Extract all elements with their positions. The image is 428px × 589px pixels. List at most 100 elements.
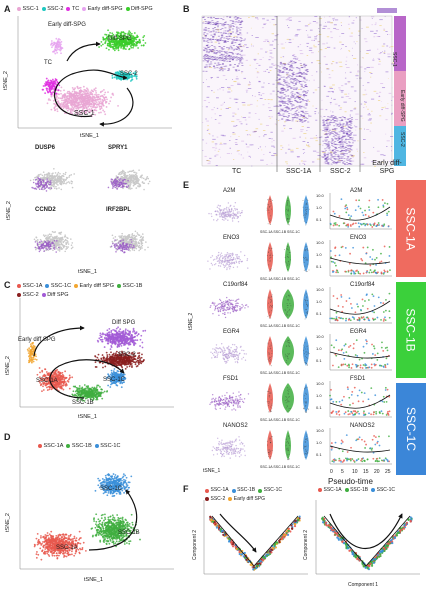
gene-pseudotime-plot — [329, 428, 392, 465]
legend-label: SSC-1B — [122, 283, 143, 289]
gene-pseudotime-plot — [329, 381, 392, 418]
panel-c-tsne-plot — [19, 298, 174, 408]
legend-item: SSC-1A — [205, 487, 229, 494]
legend-swatch — [205, 497, 209, 501]
panel-d-tsne-plot — [19, 450, 174, 570]
gene-label-feature: C19orf84 — [223, 282, 248, 288]
legend-item: Diff SPG — [41, 291, 69, 299]
panel-d-legend: SSC-1A SSC-1B SSC-1C — [38, 443, 123, 450]
gene-title-dusp6: DUSP6 — [35, 145, 56, 151]
gene-feature-plot — [109, 230, 149, 254]
pseudotime-xtick: 10 — [352, 469, 358, 475]
legend-swatch — [125, 7, 130, 11]
pseudotime-ytick: 1.0 — [316, 252, 322, 257]
legend-swatch — [17, 7, 21, 11]
pseudotime-xtick: 25 — [385, 469, 391, 475]
trajectory-arrow-c1 — [49, 359, 125, 399]
legend-swatch — [205, 488, 209, 493]
panel-a-annot-ssc1: SSC-1 — [74, 110, 95, 117]
pseudotime-ytick: 10.0 — [316, 287, 324, 292]
violin-categories: SSC-1A SSC-1B SSC-1C — [260, 465, 300, 469]
gene-pseudotime-plot — [329, 287, 392, 324]
panel-d-annot-ssc1c: SSC-1C — [100, 486, 123, 492]
legend-label: SSC-1 — [22, 6, 39, 12]
panel-b-group-ssc1a: SSC-1A — [286, 168, 312, 175]
legend-swatch — [45, 284, 50, 288]
cluster-diff — [98, 29, 147, 52]
pseudotime-ytick: 0.1 — [316, 405, 322, 410]
gene-feature-mini — [209, 391, 250, 411]
pseudotime-ytick: 10.0 — [316, 381, 324, 386]
legend-label: SSC-2 — [22, 292, 39, 298]
violin-shape — [285, 430, 291, 460]
panel-f-legend-left: SSC-1A SSC-1B SSC-1C SSC-2 Early diff SPG — [205, 487, 300, 504]
panel-f-ylabel-right: Component 2 — [303, 529, 309, 560]
violin-shape — [303, 430, 309, 460]
gene-violin-plot — [267, 289, 309, 320]
legend-label: Diff-SPG — [131, 6, 153, 12]
cluster-ssc1 — [46, 85, 119, 118]
panel-c-annot-ssc1b: SSC-1B — [72, 400, 94, 406]
violin-shape — [267, 195, 273, 225]
pseudotime-ytick: 10.0 — [316, 193, 324, 198]
gene-pseudotime-plot — [329, 240, 392, 277]
gene-feature-mini — [208, 201, 243, 223]
trajectory-arrow-f1 — [219, 513, 257, 553]
panel-a-genes-ylabel: tSNE_2 — [6, 201, 12, 220]
gene-label-pseudotime: ENO3 — [350, 235, 367, 241]
pseudotime-ytick: 1.0 — [316, 440, 322, 445]
panel-f-xlabel-right: Component 1 — [348, 582, 379, 588]
panel-a-genes-xlabel: tSNE_1 — [78, 269, 97, 275]
legend-label: SSC-1B — [71, 443, 92, 449]
pseudotime-ytick: 1.0 — [316, 346, 322, 351]
pseudotime-fit-curve — [329, 351, 391, 359]
cluster-sidebar: SSC-1A — [396, 180, 426, 277]
panel-c-annot-ssc1a: SSC-1A — [36, 378, 58, 384]
gene-feature-plot — [29, 168, 75, 192]
pseudotime-ytick: 10.0 — [316, 240, 324, 245]
legend-item: SSC-1C — [371, 487, 395, 493]
gene-feature-mini — [211, 436, 246, 459]
legend-item: SSC-1A — [17, 282, 42, 290]
legend-item: TC — [66, 6, 79, 12]
gene-violin-plot — [266, 195, 310, 226]
trajectory-arrow-a1 — [54, 69, 128, 118]
cluster-ssc1c — [105, 368, 127, 389]
pseudotime-fit-curve — [329, 445, 391, 453]
gene-feature-mini — [207, 251, 249, 271]
legend-item: Diff-SPG — [125, 6, 153, 12]
violin-shape — [303, 195, 309, 225]
cluster-ssc2 — [94, 350, 145, 370]
violin-shape — [267, 430, 273, 460]
violin-shape — [303, 383, 309, 413]
violin-shape — [267, 336, 273, 366]
trajectory-arrow-f2 — [329, 513, 403, 550]
pseudotime-ytick: 1.0 — [316, 393, 322, 398]
legend-item: SSC-1B — [66, 443, 92, 449]
panel-a-letter: A — [4, 4, 11, 14]
panel-c-annot-diff: Diff SPG — [112, 320, 136, 326]
legend-swatch — [318, 488, 322, 492]
violin-shape — [303, 289, 309, 319]
panel-f-letter: F — [183, 484, 189, 494]
heatmap-area — [201, 15, 393, 167]
panel-b-letter: B — [183, 4, 190, 14]
panel-b-side-ssc1: SSC-1 — [391, 52, 397, 67]
legend-label: TC — [71, 6, 80, 12]
panel-c-legend: SSC-1A SSC-1C Early diff SPG SSC-1B SSC-2 Dif… — [17, 282, 167, 300]
pseudotime-fit-curve — [329, 206, 391, 221]
legend-item: SSC-2 — [205, 496, 225, 503]
legend-label: SSC-1A — [43, 443, 64, 449]
panel-e-letter: E — [183, 180, 190, 190]
gene-label-pseudotime: FSD1 — [350, 376, 366, 382]
pseudotime-ytick: 10.0 — [316, 334, 324, 339]
legend-swatch — [94, 444, 99, 448]
legend-item: SSC-1B — [344, 487, 369, 493]
gene-feature-plot — [107, 169, 151, 191]
legend-label: SSC-1B — [350, 487, 369, 493]
legend-item: Early diff-SPG — [82, 6, 123, 12]
legend-label: SSC-1A — [22, 283, 43, 289]
heatmap-side-bar — [394, 126, 406, 166]
panel-a-annot-ssc2: SSC-2 — [120, 71, 138, 77]
legend-swatch — [41, 7, 46, 11]
